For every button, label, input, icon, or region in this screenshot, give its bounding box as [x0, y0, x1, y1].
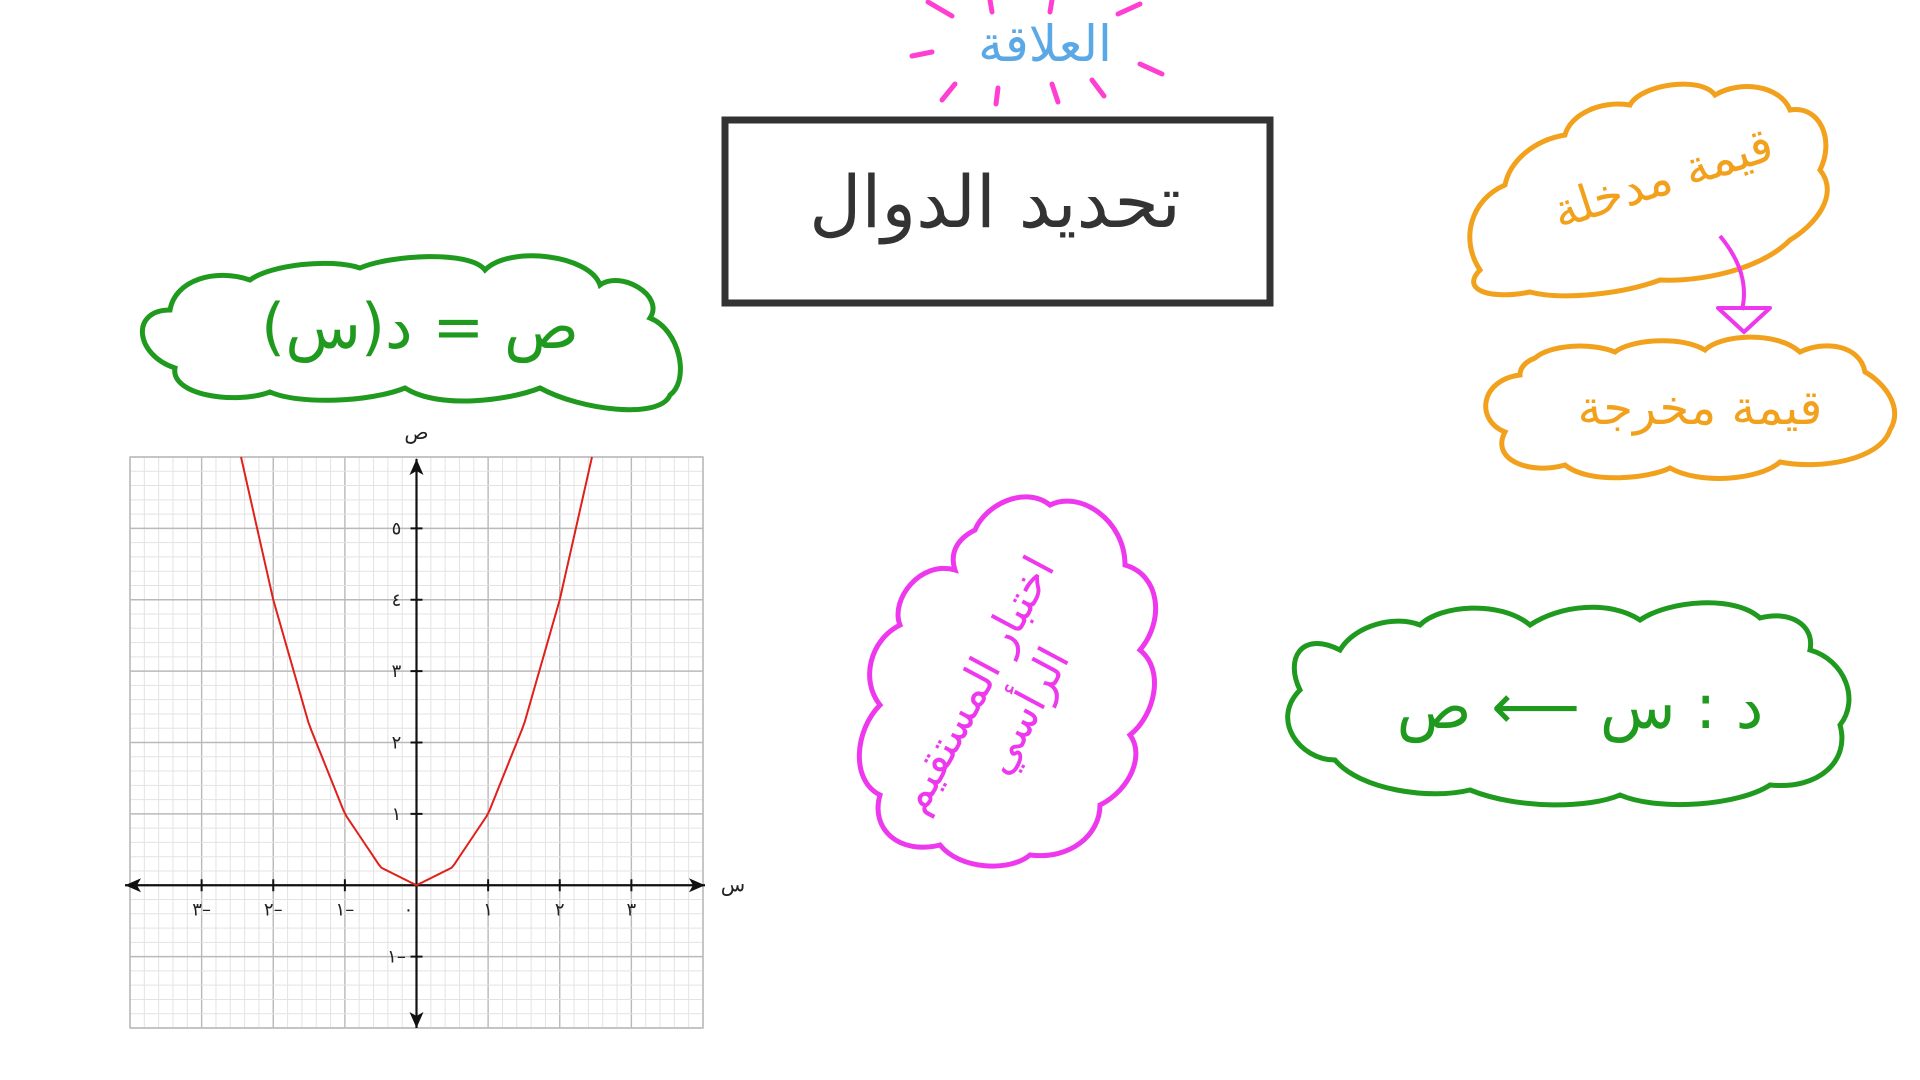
relation-label: العلاقة — [978, 15, 1112, 73]
y-tick-label: ١ — [392, 804, 402, 825]
y-axis-arrow-bottom — [409, 1012, 424, 1028]
x-tick-label: ٣– — [192, 899, 211, 920]
x-axis-label: س — [721, 872, 745, 896]
equation-cloud-outline — [140, 253, 683, 413]
input-output-arrow — [1718, 234, 1746, 311]
y-axis-arrow-top — [409, 459, 424, 475]
y-tick-label: ٥ — [392, 518, 402, 539]
y-tick-label: ٣ — [392, 661, 402, 682]
mapping-cloud-outline — [1285, 600, 1852, 808]
vertical-test-cloud-outline — [856, 494, 1158, 869]
y-tick-label: ٢ — [392, 733, 402, 754]
input-cloud-outline — [1467, 81, 1830, 299]
x-tick-label: ١– — [336, 899, 355, 920]
y-axis-label: ص — [404, 420, 428, 444]
output-cloud-text: قيمة مخرجة — [1577, 380, 1823, 436]
x-axis-arrow-right — [689, 878, 705, 893]
x-axis-arrow-left — [125, 878, 141, 893]
title-box — [721, 116, 1274, 307]
mapping-cloud-text: د : س ⟵ ص — [1396, 670, 1764, 743]
x-tick-label: ٣ — [627, 899, 637, 920]
y-tick-label: ١– — [387, 947, 406, 968]
y-tick-label: ٤ — [392, 590, 402, 611]
parabola-graph: س ص ٣– ٢– ١– ٠ ١ ٢ ٣ ١– ١ ٢ ٣ ٤ ٥ — [125, 420, 745, 1029]
x-tick-label: ٠ — [404, 899, 414, 920]
output-cloud-outline — [1483, 334, 1898, 481]
x-tick-label: ٢– — [264, 899, 283, 920]
parabola-curve — [240, 456, 593, 887]
relation-burst — [909, 0, 1165, 107]
page-title: تحديد الدوال — [809, 160, 1181, 244]
x-tick-label: ٢ — [555, 899, 565, 920]
x-tick-label: ١ — [483, 899, 493, 920]
equation-cloud-text: ص = د(س) — [261, 290, 579, 363]
input-output-arrowhead — [1716, 306, 1772, 334]
